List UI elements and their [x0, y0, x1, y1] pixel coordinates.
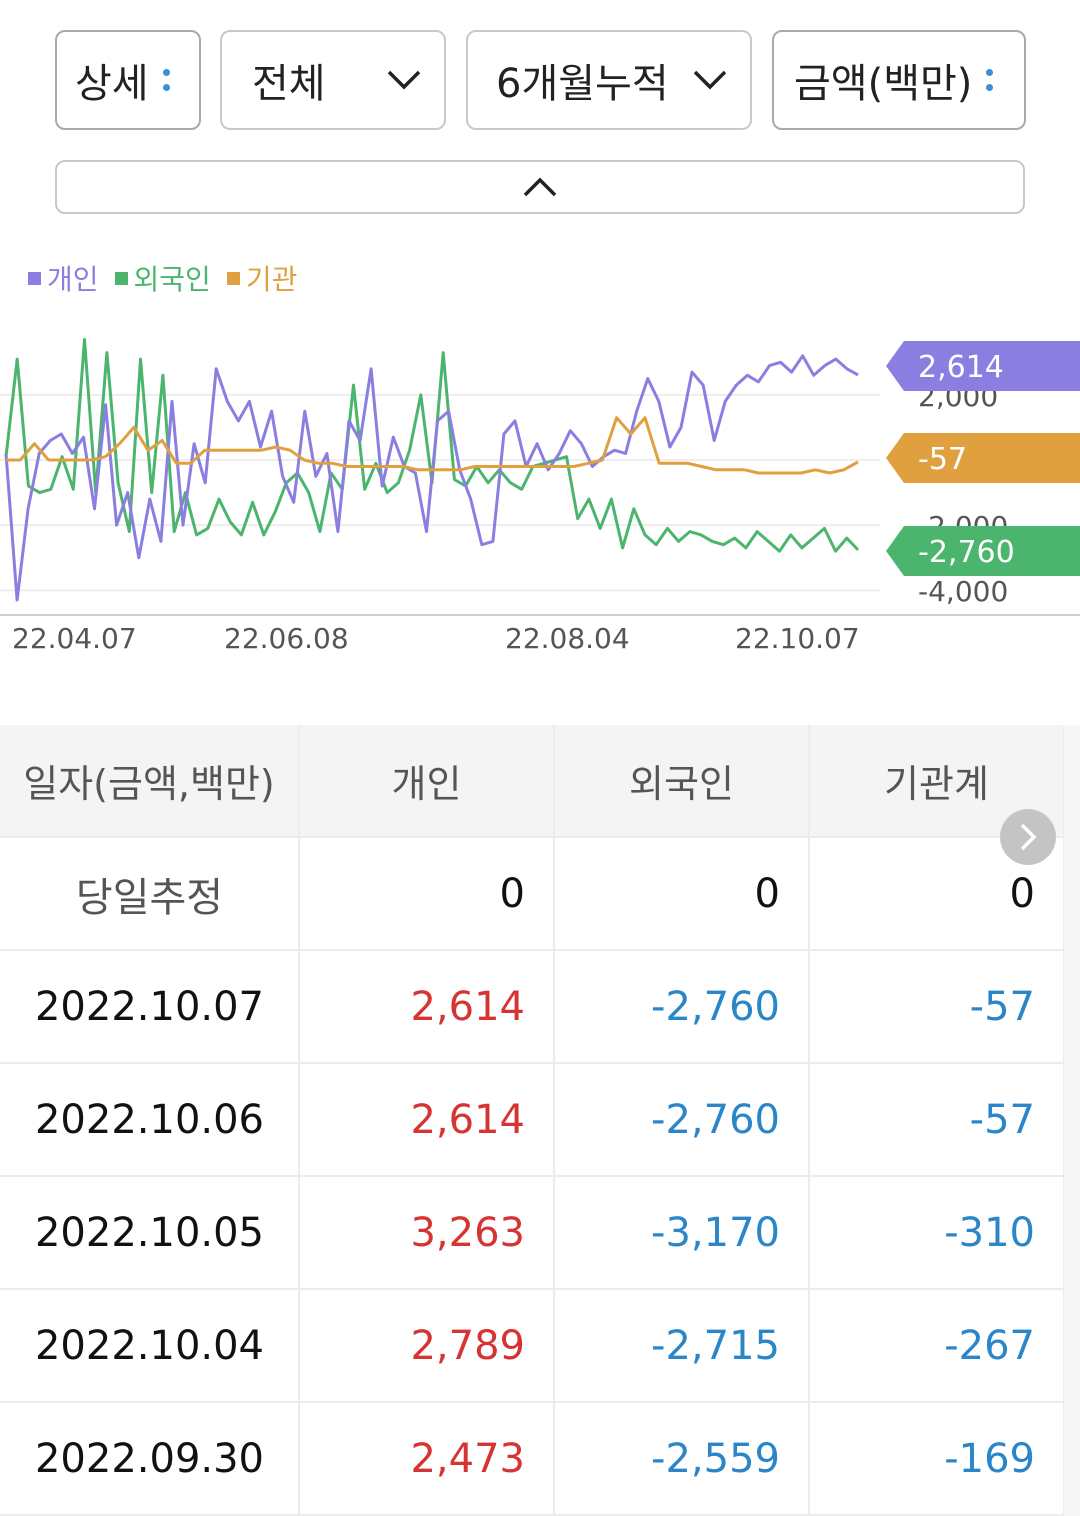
- row-date: 2022.10.06: [0, 1063, 300, 1177]
- y-tick-label: -4,000: [918, 575, 1008, 608]
- row-date: 2022.10.05: [0, 1176, 300, 1290]
- value-tag-institution: -57: [886, 433, 1080, 483]
- row-date: 2022.10.04: [0, 1289, 300, 1403]
- row-institution: -57: [809, 950, 1065, 1064]
- header-personal[interactable]: 개인: [299, 725, 555, 838]
- value-tag-foreign-shape: [886, 526, 1080, 576]
- scroll-right-button[interactable]: [1000, 809, 1056, 865]
- collapse-button[interactable]: [55, 160, 1025, 214]
- legend-swatch-personal: [28, 271, 41, 285]
- value-tag-foreign-label: -2,760: [918, 535, 1015, 570]
- more-dots-icon: [162, 69, 170, 91]
- row-personal: 0: [299, 837, 555, 951]
- value-tag-personal-label: 2,614: [918, 350, 1004, 385]
- x-tick-label: 22.04.07: [12, 622, 137, 655]
- row-date: 당일추정: [0, 837, 300, 951]
- row-personal: 2,473: [299, 1402, 555, 1516]
- table-row: 2022.10.04 2,789 -2,715 -267: [0, 1289, 1065, 1403]
- row-foreign: -2,559: [554, 1402, 810, 1516]
- series-line-foreign: [4, 338, 860, 553]
- period-select[interactable]: 6개월누적: [466, 30, 752, 130]
- table-header-row: 일자(금액,백만) 개인 외국인 기관계: [0, 725, 1065, 838]
- chart-legend: 개인 외국인 기관: [28, 258, 297, 298]
- legend-swatch-institution: [226, 271, 240, 285]
- chevron-down-icon: [387, 70, 421, 90]
- chevron-right-icon: [1020, 823, 1037, 851]
- unit-select-label: 금액(백만): [794, 61, 973, 107]
- legend-label-institution: 기관: [245, 263, 298, 296]
- row-foreign: -2,760: [554, 1063, 810, 1177]
- period-select-label: 6개월누적: [496, 61, 669, 107]
- table-row: 2022.10.06 2,614 -2,760 -57: [0, 1063, 1065, 1177]
- legend-item-institution: 기관: [226, 258, 298, 298]
- row-institution: -267: [809, 1289, 1065, 1403]
- row-foreign: -2,715: [554, 1289, 810, 1403]
- header-date[interactable]: 일자(금액,백만): [0, 725, 300, 838]
- x-tick-label: 22.10.07: [735, 622, 860, 655]
- investor-flow-chart: 2,000-2,000-4,00022.04.0722.06.0822.08.0…: [0, 338, 1080, 655]
- x-tick-label: 22.06.08: [224, 622, 349, 655]
- legend-item-foreign: 외국인: [114, 258, 211, 298]
- legend-label-foreign: 외국인: [133, 263, 211, 296]
- more-dots-icon: [986, 69, 994, 91]
- value-tag-institution-label: -57: [918, 442, 967, 477]
- value-tag-personal-shape: [886, 341, 1080, 391]
- row-date: 2022.10.07: [0, 950, 300, 1064]
- legend-item-personal: 개인: [28, 258, 99, 298]
- market-select-label: 전체: [252, 61, 326, 107]
- table-scroll-edge: [1064, 725, 1080, 1516]
- chevron-down-icon: [693, 70, 727, 90]
- value-tag-foreign: -2,760: [886, 526, 1080, 576]
- row-foreign: -2,760: [554, 950, 810, 1064]
- row-personal: 2,789: [299, 1289, 555, 1403]
- investor-table: 일자(금액,백만) 개인 외국인 기관계 당일추정 0 0 0 2022.10.…: [0, 725, 1065, 1516]
- value-tag-personal: 2,614: [886, 341, 1080, 391]
- row-foreign: 0: [554, 837, 810, 951]
- table-row: 2022.10.05 3,263 -3,170 -310: [0, 1176, 1065, 1290]
- unit-select[interactable]: 금액(백만): [772, 30, 1026, 130]
- detail-select[interactable]: 상세: [55, 30, 201, 130]
- row-personal: 2,614: [299, 950, 555, 1064]
- row-date: 2022.09.30: [0, 1402, 300, 1516]
- row-institution: -57: [809, 1063, 1065, 1177]
- detail-select-label: 상세: [75, 61, 149, 107]
- series-line-personal: [4, 354, 859, 602]
- row-foreign: -3,170: [554, 1176, 810, 1290]
- row-personal: 2,614: [299, 1063, 555, 1177]
- header-foreign[interactable]: 외국인: [554, 725, 810, 838]
- table-row: 당일추정 0 0 0: [0, 837, 1065, 951]
- table-row: 2022.09.30 2,473 -2,559 -169: [0, 1402, 1065, 1516]
- legend-swatch-foreign: [114, 271, 128, 285]
- row-institution: -310: [809, 1176, 1065, 1290]
- row-personal: 3,263: [299, 1176, 555, 1290]
- x-tick-label: 22.08.04: [505, 622, 630, 655]
- table-row: 2022.10.07 2,614 -2,760 -57: [0, 950, 1065, 1064]
- chevron-up-icon: [523, 177, 557, 197]
- row-institution: -169: [809, 1402, 1065, 1516]
- value-tag-institution-shape: [886, 433, 1080, 483]
- legend-label-personal: 개인: [47, 263, 99, 296]
- series-line-institution: [6, 416, 859, 475]
- market-select[interactable]: 전체: [220, 30, 446, 130]
